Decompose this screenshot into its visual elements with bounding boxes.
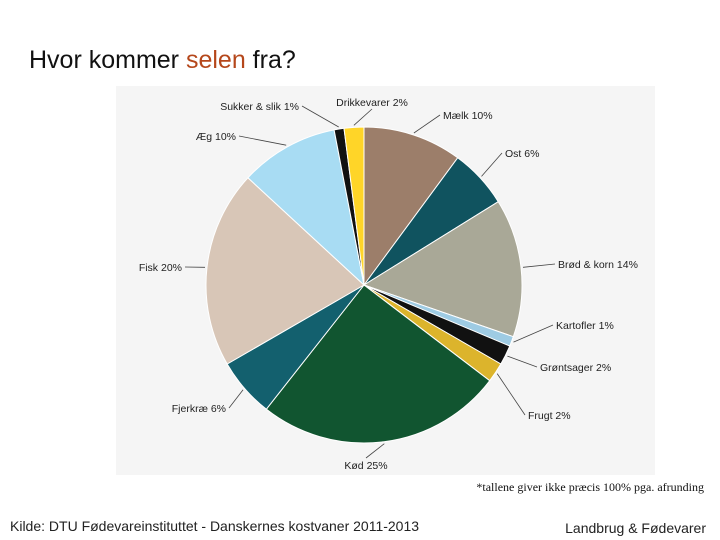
slice-label-2: Ost 6% <box>505 148 539 160</box>
slice-label-4: Kartofler 1% <box>556 320 614 332</box>
leader-line-7 <box>365 443 385 459</box>
title-accent: selen <box>185 46 246 74</box>
leader-line-12 <box>353 108 373 126</box>
pie-slice-10 <box>247 129 365 287</box>
footnote: *tallene giver ikke præcis 100% pga. afr… <box>476 480 704 494</box>
pie-chart: Mælk 10% Ost 6% Brød & korn 14% Kartofler 1… <box>139 97 638 472</box>
brand-name: Landbrug & Fødevarer <box>565 520 706 536</box>
pie-slice-1 <box>363 126 459 287</box>
slice-label-7: Kød 25% <box>344 460 387 472</box>
source-citation: Kilde: DTU Fødevareinstituttet - Dansker… <box>10 518 420 534</box>
slide-title: Hvor kommer selen fra? <box>29 46 296 75</box>
slice-label-12: Drikkevarer 2% <box>336 97 408 109</box>
slice-label-3: Brød & korn 14% <box>558 259 638 271</box>
slice-label-6: Frugt 2% <box>528 410 571 422</box>
leader-line-2 <box>481 152 503 177</box>
leader-line-1 <box>413 114 441 134</box>
pie-slice-12 <box>343 126 365 286</box>
slice-label-1: Mælk 10% <box>443 110 493 122</box>
leader-line-10 <box>238 135 287 146</box>
title-part-1: Hvor kommer <box>29 46 186 74</box>
leader-line-6 <box>496 373 526 416</box>
leader-line-11 <box>301 105 339 128</box>
slice-label-5: Grøntsager 2% <box>540 362 611 374</box>
leader-line-8 <box>228 389 244 409</box>
title-part-2: fra? <box>245 46 296 74</box>
slice-label-8: Fjerkræ 6% <box>172 403 226 415</box>
leader-line-3 <box>522 263 556 268</box>
pie-slice-9 <box>205 177 365 365</box>
pie-slice-7 <box>265 284 491 444</box>
leader-line-5 <box>507 355 538 368</box>
pie-chart-panel: Mælk 10% Ost 6% Brød & korn 14% Kartofler 1… <box>116 86 655 475</box>
slice-label-9: Fisk 20% <box>139 262 182 274</box>
slice-label-10: Æg 10% <box>196 131 236 143</box>
slice-label-11: Sukker & slik 1% <box>220 101 299 113</box>
leader-line-4 <box>513 324 554 343</box>
pie-slice-3 <box>362 201 523 338</box>
